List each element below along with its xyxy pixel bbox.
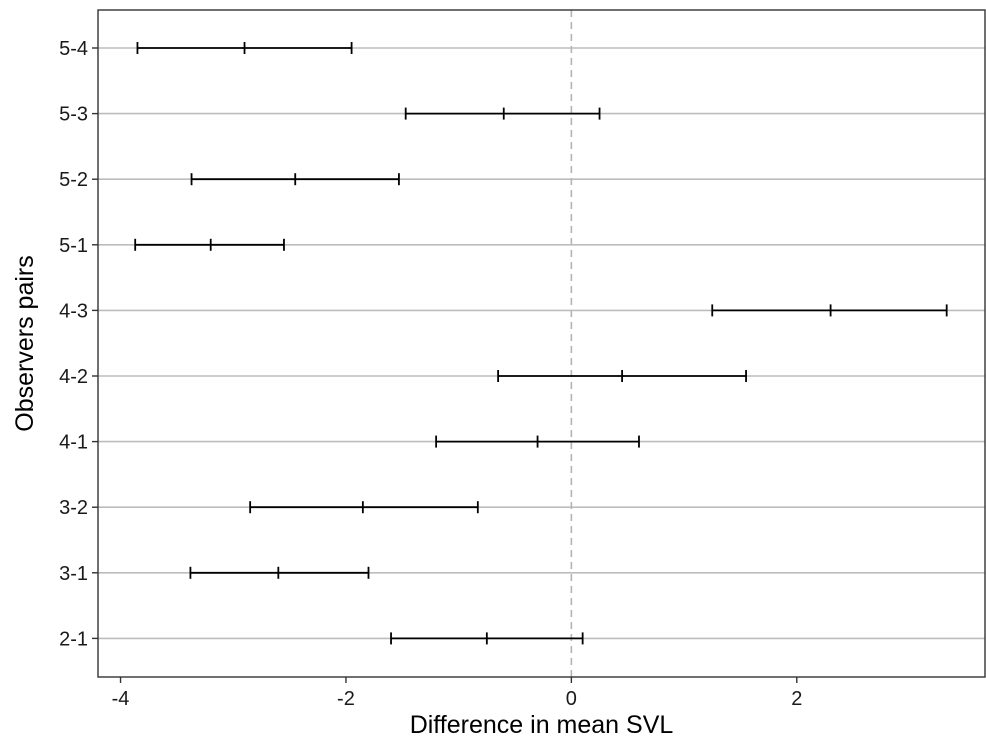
y-tick-label-5-3: 5-3 [59,104,88,126]
y-tick-label-5-1: 5-1 [59,235,88,257]
errorbar-2-1 [390,632,584,645]
y-tick-label-4-3: 4-3 [59,300,88,322]
errorbar-3-1 [189,566,370,579]
errorbar-5-3 [404,107,601,120]
errorbar-4-1 [435,435,640,448]
x-tick-label-0: 0 [566,688,577,710]
plot-frame [97,9,986,678]
errorbar-3-2 [249,501,479,514]
x-tick-label--2: -2 [337,688,355,710]
y-tick-label-3-2: 3-2 [59,497,88,519]
y-tick-label-4-1: 4-1 [59,432,88,454]
errorbar-5-2 [190,173,400,186]
y-tick-label-3-1: 3-1 [59,563,88,585]
x-axis-title: Difference in mean SVL [410,711,674,739]
errorbar-4-2 [497,370,747,382]
y-tick-label-5-4: 5-4 [59,38,88,60]
errorbar-4-3 [711,304,948,317]
x-tick-label-2: 2 [791,688,802,710]
y-tick-label-4-2: 4-2 [59,366,88,388]
x-tick-label--4: -4 [112,688,130,710]
x-axis: -4 -2 0 2 [112,677,802,710]
errorbar-5-4 [136,42,353,54]
y-axis-title: Observers pairs [11,255,39,431]
error-bars [134,42,948,645]
y-tick-label-5-2: 5-2 [59,169,88,191]
y-tick-label-2-1: 2-1 [59,628,88,650]
y-axis: 5-4 5-3 5-2 5-1 4-3 4-2 4-1 3-2 3-1 2-1 [59,38,98,650]
errorbar-5-1 [134,238,285,251]
